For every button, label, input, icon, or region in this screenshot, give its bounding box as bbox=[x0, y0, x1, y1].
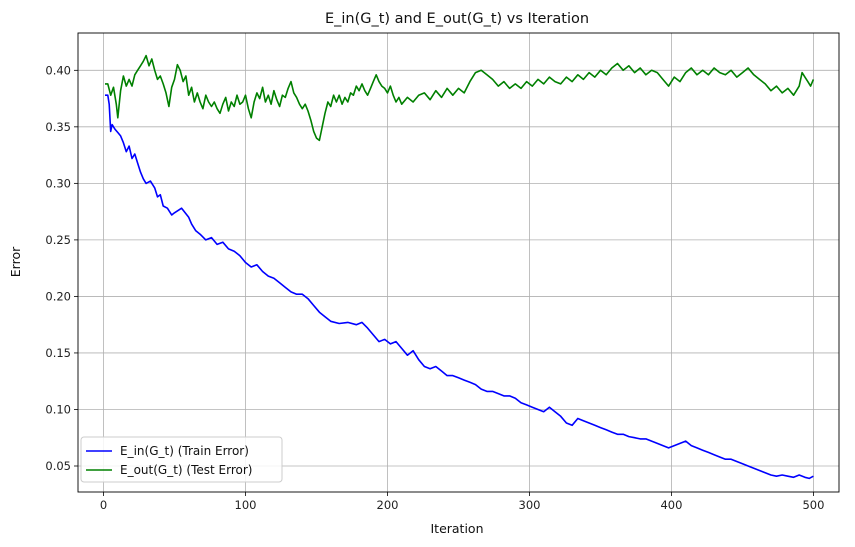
y-tick-label: 0.35 bbox=[45, 120, 71, 134]
x-axis-label: Iteration bbox=[430, 521, 483, 536]
y-tick-label: 0.15 bbox=[45, 346, 71, 360]
y-tick-label: 0.40 bbox=[45, 63, 71, 77]
axis-ticks: 0 100 200 300 400 500 0.05 0.10 0.15 0.20 0.25 0.30… bbox=[45, 63, 824, 512]
x-tick-label: 300 bbox=[519, 498, 541, 512]
series-line-train-error bbox=[105, 94, 814, 480]
x-tick-label: 100 bbox=[235, 498, 257, 512]
axes-frame bbox=[77, 32, 840, 493]
y-tick-label: 0.10 bbox=[45, 402, 71, 416]
x-tick-label: 400 bbox=[660, 498, 682, 512]
x-tick-label: 0 bbox=[100, 498, 107, 512]
legend-label-test: E_out(G_t) (Test Error) bbox=[120, 463, 252, 477]
y-tick-label: 0.30 bbox=[45, 176, 71, 190]
chart-title: E_in(G_t) and E_out(G_t) vs Iteration bbox=[325, 11, 589, 27]
legend: E_in(G_t) (Train Error) E_out(G_t) (Test… bbox=[80, 436, 283, 483]
plot-area bbox=[105, 54, 815, 480]
legend-box bbox=[80, 436, 283, 483]
x-tick-label: 200 bbox=[377, 498, 399, 512]
legend-label-train: E_in(G_t) (Train Error) bbox=[120, 444, 249, 458]
y-tick-label: 0.25 bbox=[45, 233, 71, 247]
grid bbox=[78, 33, 839, 492]
y-tick-label: 0.05 bbox=[45, 459, 71, 473]
y-tick-label: 0.20 bbox=[45, 289, 71, 303]
series-line-test-error bbox=[105, 54, 815, 142]
x-tick-label: 500 bbox=[802, 498, 824, 512]
y-axis-label: Error bbox=[8, 246, 23, 277]
